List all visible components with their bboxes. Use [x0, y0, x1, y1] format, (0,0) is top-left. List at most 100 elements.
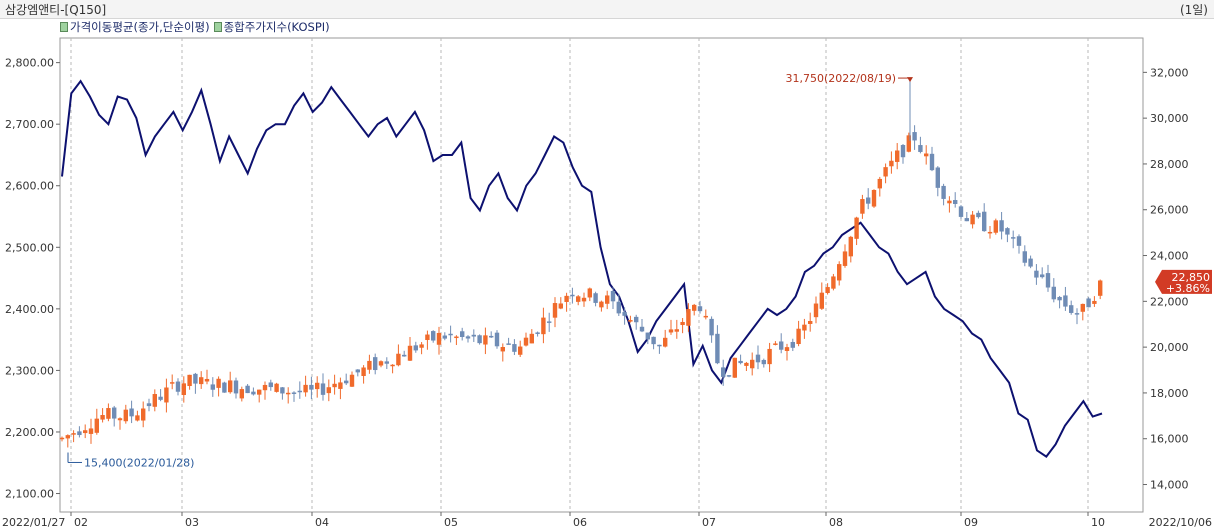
candle-body: [460, 331, 465, 338]
candle-body: [1063, 295, 1068, 307]
candle-body: [1092, 300, 1097, 304]
candle-body: [454, 336, 459, 339]
candle-body: [512, 344, 517, 352]
x-tick-label: 04: [315, 516, 329, 529]
candle-body: [721, 367, 726, 377]
candle-body: [262, 384, 268, 391]
candle-body: [854, 217, 859, 239]
candle-body: [286, 392, 291, 395]
candle-body: [1051, 286, 1056, 300]
right-tick-label: 14,000: [1150, 479, 1189, 492]
candle-body: [465, 336, 471, 339]
period-label[interactable]: (1일): [1179, 3, 1208, 17]
candle-body: [605, 295, 610, 304]
x-tick-label: 08: [829, 516, 843, 529]
candle-body: [645, 332, 650, 340]
left-tick-label: 2,100.00: [5, 488, 54, 501]
left-tick-label: 2,300.00: [5, 364, 54, 377]
candle-body: [541, 317, 546, 335]
candle-body: [506, 343, 511, 345]
legend: 가격이동평균(종가,단순이평) 종합주가지수(KOSPI): [60, 20, 330, 34]
candle-body: [436, 332, 442, 345]
candle-body: [326, 387, 331, 394]
candle-body: [477, 335, 482, 344]
candle-body: [570, 294, 575, 297]
candle-body: [500, 347, 505, 352]
candle-body: [123, 409, 128, 422]
candle-body: [866, 197, 871, 204]
candle-body: [1098, 280, 1103, 296]
legend-item-price-ma[interactable]: 가격이동평균(종가,단순이평): [60, 19, 210, 35]
x-tick-label: 09: [964, 516, 978, 529]
candle-body: [1086, 298, 1091, 308]
right-tick-label: 18,000: [1150, 387, 1189, 400]
candle-body: [941, 185, 946, 199]
candle-body: [779, 341, 784, 350]
candle-body: [1022, 251, 1027, 263]
candle-body: [1069, 305, 1074, 313]
candle-body: [929, 153, 935, 171]
candle-body: [71, 433, 76, 435]
candle-body: [581, 297, 587, 302]
right-tick-label: 24,000: [1150, 250, 1189, 263]
candle-body: [117, 418, 123, 421]
last-price-change: +3.86%: [1166, 282, 1210, 295]
candle-body: [634, 316, 639, 323]
candle-body: [204, 378, 210, 382]
candle-body: [1045, 273, 1051, 288]
candle-body: [320, 383, 326, 395]
candle-body: [257, 389, 262, 395]
candle-body: [999, 220, 1004, 232]
candle-body: [396, 353, 401, 366]
candle-body: [709, 318, 714, 336]
candle-body: [373, 357, 378, 371]
candle-body: [233, 380, 239, 394]
candle-body: [181, 383, 186, 396]
candle-body: [628, 320, 633, 322]
legend-item-kospi[interactable]: 종합주가지수(KOSPI): [213, 19, 330, 35]
candle-body: [390, 364, 395, 367]
candle-body: [303, 384, 308, 393]
candle-body: [367, 360, 372, 370]
candle-body: [802, 324, 807, 331]
right-tick-label: 32,000: [1150, 66, 1189, 79]
candle-body: [842, 251, 848, 266]
candle-body: [338, 382, 343, 389]
candle-body: [837, 264, 842, 281]
candle-body: [274, 383, 279, 392]
candle-body: [657, 344, 662, 347]
candle-body: [906, 135, 911, 152]
legend-square-icon: [60, 22, 68, 32]
candle-body: [448, 333, 453, 336]
candle-body: [547, 321, 552, 323]
candle-body: [552, 303, 558, 318]
candle-body: [228, 380, 233, 393]
candle-body: [222, 382, 227, 393]
candle-body: [587, 288, 592, 298]
last-price-badge: [1155, 269, 1212, 294]
left-tick-label: 2,400.00: [5, 303, 54, 316]
candle-body: [686, 309, 691, 326]
candle-body: [309, 384, 314, 390]
candle-body: [251, 391, 256, 395]
left-tick-label: 2,200.00: [5, 426, 54, 439]
candle-body: [616, 301, 621, 314]
candle-body: [523, 337, 529, 346]
candle-body: [895, 150, 900, 162]
right-tick-label: 22,000: [1150, 295, 1189, 308]
candle-body: [622, 312, 627, 316]
candle-body: [674, 329, 679, 332]
candle-body: [216, 378, 221, 388]
candle-body: [529, 333, 534, 344]
left-tick-label: 2,800.00: [5, 57, 54, 70]
candle-body: [494, 332, 500, 347]
candle-body: [431, 331, 436, 341]
candle-body: [489, 335, 494, 338]
high-marker-icon: [907, 77, 913, 83]
right-tick-label: 16,000: [1150, 433, 1189, 446]
candle-body: [170, 382, 175, 384]
candle-body: [297, 390, 302, 393]
candle-body: [210, 384, 215, 390]
candle-body: [924, 153, 929, 157]
